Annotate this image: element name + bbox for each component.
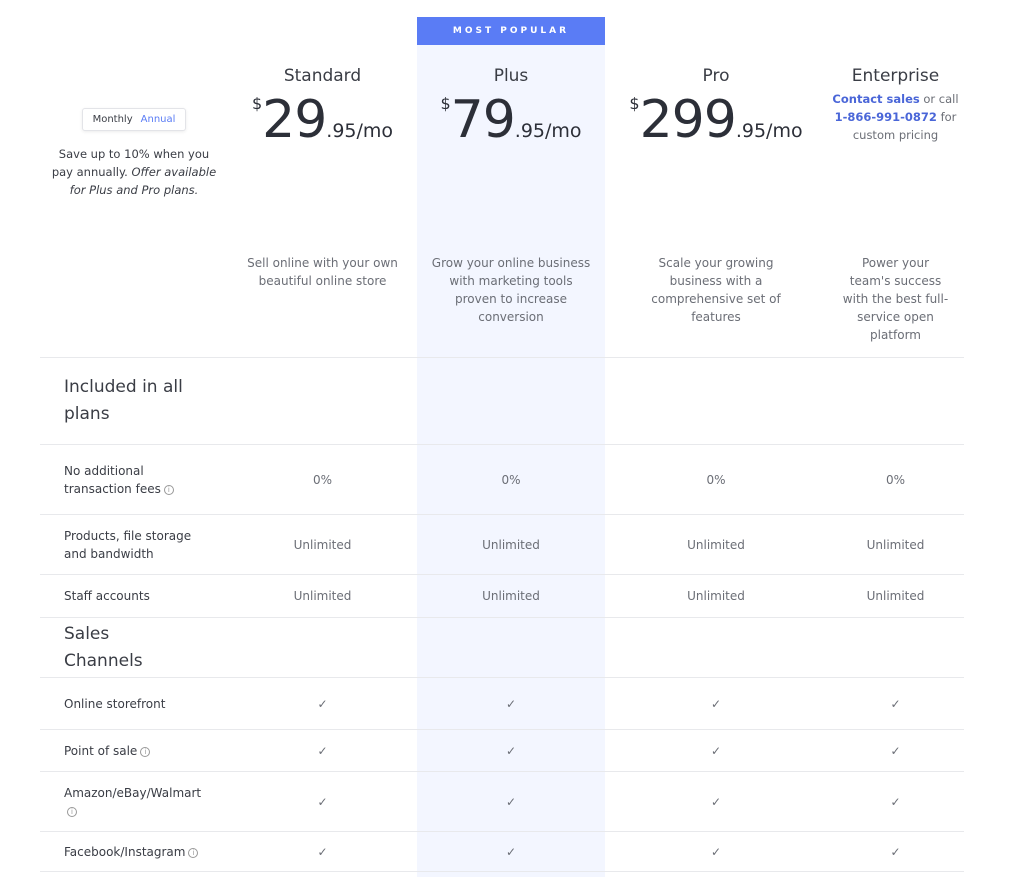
section-header: Included in all plans (40, 358, 964, 445)
feature-row: Facebook/Instagram i ✓ ✓ ✓ ✓ (40, 832, 964, 872)
check-icon: ✓ (710, 743, 722, 758)
pricing-table: Monthly Annual Save up to 10% when you pa… (40, 0, 964, 872)
billing-toggle-cell: Monthly Annual Save up to 10% when you pa… (40, 0, 228, 358)
check-icon: ✓ (710, 794, 722, 809)
feature-row: Amazon/eBay/Walmarti ✓ ✓ ✓ ✓ (40, 772, 964, 832)
feature-label: Products, file storage and bandwidth (64, 528, 192, 561)
check-icon: ✓ (317, 844, 328, 859)
feature-value: 0% (706, 472, 726, 487)
plan-price: $299.95/mo (629, 90, 803, 150)
check-icon: ✓ (317, 743, 328, 758)
info-icon[interactable]: i (140, 746, 151, 757)
info-icon[interactable]: i (67, 806, 77, 817)
plan-enterprise: Enterprise Contact sales or call 1-866-9… (827, 0, 964, 358)
info-icon[interactable]: i (163, 484, 174, 495)
plus-column-highlight (417, 17, 605, 877)
feature-label: Online storefront (64, 696, 166, 711)
plan-description: Grow your online business with marketing… (431, 256, 591, 324)
check-icon: ✓ (317, 794, 328, 809)
feature-value: Unlimited (293, 537, 352, 552)
feature-label: Point of sale i (40, 742, 228, 760)
feature-value: Unlimited (866, 537, 925, 552)
feature-value: 0% (501, 472, 521, 487)
section-header: Sales Channels (40, 618, 964, 678)
feature-row: Point of sale i ✓ ✓ ✓ ✓ (40, 730, 964, 772)
check-icon: ✓ (317, 696, 328, 711)
feature-value: Unlimited (482, 589, 540, 603)
check-icon: ✓ (890, 844, 901, 859)
plan-description: Sell online with your own beautiful onli… (247, 256, 398, 288)
plan-name: Pro (702, 66, 730, 86)
feature-label: Amazon/eBay/Walmarti (64, 785, 202, 817)
check-icon: ✓ (890, 743, 901, 758)
feature-value: Unlimited (482, 537, 540, 552)
check-icon: ✓ (505, 743, 517, 758)
contact-sales-link[interactable]: Contact sales (832, 92, 920, 106)
check-icon: ✓ (710, 696, 722, 711)
plan-pro: Pro $299.95/mo Scale your growing busine… (605, 0, 827, 358)
section-title: Sales Channels (64, 623, 143, 671)
feature-row: Products, file storage and bandwidth Unli… (40, 515, 964, 575)
feature-value: 0% (885, 472, 906, 487)
plan-plus: Plus $79.95/mo Grow your online business… (417, 0, 605, 358)
annual-savings-note: Save up to 10% when you pay annually. Of… (51, 147, 217, 197)
plan-price: $79.95/mo (440, 90, 582, 150)
check-icon: ✓ (710, 844, 722, 859)
feature-label: Facebook/Instagram i (40, 843, 228, 861)
feature-row: Online storefront ✓ ✓ ✓ ✓ (40, 678, 964, 730)
section-title: Included in all plans (64, 377, 183, 424)
billing-toggle[interactable]: Monthly Annual (81, 108, 187, 131)
most-popular-banner: MOST POPULAR (417, 17, 605, 45)
phone-link[interactable]: 1-866-991-0872 (834, 110, 937, 124)
feature-value: Unlimited (866, 589, 925, 603)
plan-name: Standard (283, 66, 362, 86)
feature-value: Unlimited (687, 537, 745, 552)
feature-value: Unlimited (687, 589, 745, 603)
plan-name: Plus (493, 66, 529, 86)
plan-name: Enterprise (851, 66, 940, 86)
annual-option[interactable]: Annual (140, 114, 176, 125)
info-icon[interactable]: i (188, 847, 199, 858)
check-icon: ✓ (890, 696, 901, 711)
plan-header-row: Monthly Annual Save up to 10% when you pa… (40, 0, 964, 358)
feature-label: Staff accounts (64, 589, 150, 603)
plan-description: Power your team's success with the best … (842, 256, 949, 342)
feature-label: No additional transaction fees i (40, 462, 228, 498)
feature-value: Unlimited (293, 589, 352, 603)
monthly-option[interactable]: Monthly (92, 114, 133, 125)
check-icon: ✓ (505, 794, 517, 809)
feature-row: Staff accounts Unlimited Unlimited Unlimite… (40, 575, 964, 618)
plan-standard: Standard $29.95/mo Sell online with your… (228, 0, 417, 358)
check-icon: ✓ (505, 844, 517, 859)
feature-row: No additional transaction fees i 0% 0% 0% 0% (40, 445, 964, 515)
feature-value: 0% (312, 472, 333, 487)
check-icon: ✓ (890, 794, 901, 809)
plan-price: $29.95/mo (251, 90, 394, 150)
enterprise-contact: Contact sales or call 1-866-991-0872 for… (832, 92, 959, 142)
plan-description: Scale your growing business with a compr… (651, 256, 781, 324)
check-icon: ✓ (505, 696, 517, 711)
